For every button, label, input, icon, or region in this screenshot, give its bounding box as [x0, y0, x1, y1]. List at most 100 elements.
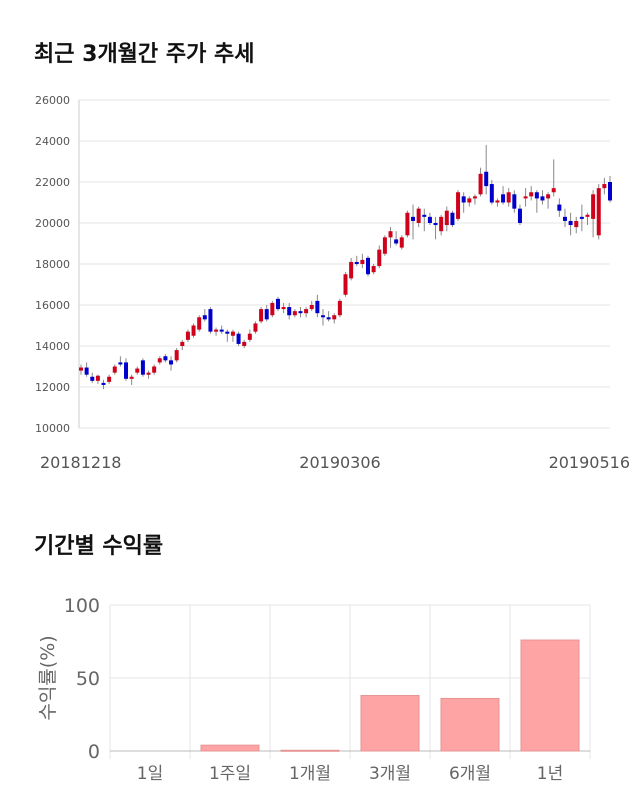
- candle-body: [157, 358, 162, 363]
- candle-body: [287, 307, 292, 316]
- candle-body: [529, 192, 534, 197]
- candle-body: [95, 375, 100, 381]
- candle-body: [411, 216, 416, 221]
- candle-body: [315, 300, 320, 314]
- candle-body: [562, 216, 567, 221]
- candle-body: [546, 194, 551, 199]
- candle-body: [484, 171, 489, 187]
- returns-bar: [440, 697, 500, 752]
- candle-body: [461, 196, 466, 203]
- candle-body: [489, 184, 494, 203]
- price-y-tick-label: 14000: [35, 340, 70, 353]
- candle-body: [197, 317, 202, 330]
- candle-body: [112, 366, 117, 373]
- candle-body: [191, 325, 196, 336]
- candle-body: [467, 198, 472, 203]
- candle-body: [512, 194, 517, 209]
- returns-x-tick-label: 3개월: [369, 764, 411, 784]
- returns-y-tick-label: 0: [88, 741, 100, 763]
- price-y-tick-label: 18000: [35, 258, 70, 271]
- candle-body: [478, 173, 483, 195]
- candle-body: [427, 216, 432, 223]
- price-candlestick-chart: 10000 12000 14000 16000 18000 20000 22000 24000…: [35, 94, 630, 472]
- candle-body: [608, 182, 612, 201]
- candle-body: [405, 212, 410, 236]
- candle-body: [472, 196, 477, 199]
- price-y-tick-label: 26000: [35, 94, 70, 107]
- price-y-tick-label: 16000: [35, 299, 70, 312]
- returns-bar: [200, 744, 260, 752]
- candle-body: [517, 208, 522, 223]
- candle-body: [304, 309, 309, 314]
- candle-body: [236, 333, 241, 344]
- returns-y-tick-label: 50: [76, 668, 100, 690]
- candle-body: [551, 188, 556, 193]
- candle-body: [602, 184, 607, 189]
- candle-body: [174, 350, 179, 361]
- candle-body: [456, 192, 461, 219]
- candle-body: [394, 239, 399, 244]
- returns-x-tick-label: 1주일: [209, 764, 251, 784]
- candle-body: [84, 367, 89, 375]
- candle-body: [382, 237, 387, 254]
- price-x-tick-label: 20190516: [549, 453, 630, 472]
- returns-bar: [280, 749, 340, 752]
- candle-body: [219, 329, 224, 332]
- candle-body: [366, 257, 371, 275]
- candle-body: [208, 309, 213, 332]
- candle-body: [298, 311, 303, 314]
- candle-body: [118, 362, 123, 365]
- candle-body: [371, 266, 376, 273]
- returns-y-axis-label: 수익률(%): [37, 635, 59, 720]
- candle-body: [495, 200, 500, 203]
- candle-body: [79, 367, 83, 371]
- candle-body: [326, 317, 331, 320]
- candle-body: [163, 356, 168, 361]
- candle-body: [180, 341, 185, 346]
- candle-body: [596, 188, 601, 236]
- candle-body: [557, 204, 562, 211]
- candle-body: [253, 323, 258, 332]
- returns-bar: [520, 639, 580, 752]
- candle-body: [230, 331, 235, 336]
- candle-body: [439, 216, 444, 232]
- candle-body: [281, 307, 286, 310]
- candle-body: [349, 261, 354, 279]
- candle-body: [259, 309, 264, 322]
- price-y-tick-label: 22000: [35, 176, 70, 189]
- returns-x-tick-label: 1년: [537, 764, 563, 784]
- candle-body: [337, 300, 342, 316]
- candle-body: [225, 331, 230, 334]
- candle-body: [320, 315, 325, 318]
- candle-body: [377, 249, 382, 267]
- candle-body: [591, 194, 596, 219]
- candle-body: [202, 315, 207, 320]
- candle-body: [275, 298, 280, 310]
- candle-body: [540, 196, 545, 201]
- price-chart-title: 최근 3개월간 주가 추세: [34, 42, 255, 67]
- returns-bar: [360, 695, 420, 752]
- candle-body: [501, 194, 506, 203]
- candle-body: [129, 376, 134, 379]
- candle-body: [523, 196, 528, 199]
- returns-x-tick-label: 6개월: [449, 764, 491, 784]
- price-y-tick-label: 20000: [35, 217, 70, 230]
- candle-body: [107, 376, 112, 382]
- candle-body: [388, 231, 393, 238]
- price-x-tick-label: 20190306: [299, 453, 380, 472]
- candle-body: [360, 259, 365, 264]
- candle-body: [292, 311, 297, 316]
- candle-body: [214, 329, 219, 332]
- candle-body: [101, 382, 106, 385]
- candle-body: [264, 309, 269, 320]
- candle-body: [354, 261, 359, 264]
- returns-y-tick-label: 100: [64, 595, 100, 617]
- candle-body: [90, 376, 95, 381]
- candle-body: [568, 220, 573, 226]
- candle-body: [242, 341, 247, 346]
- candle-body: [343, 274, 348, 295]
- candle-body: [135, 368, 140, 373]
- candle-body: [185, 331, 190, 340]
- candle-body: [247, 333, 252, 340]
